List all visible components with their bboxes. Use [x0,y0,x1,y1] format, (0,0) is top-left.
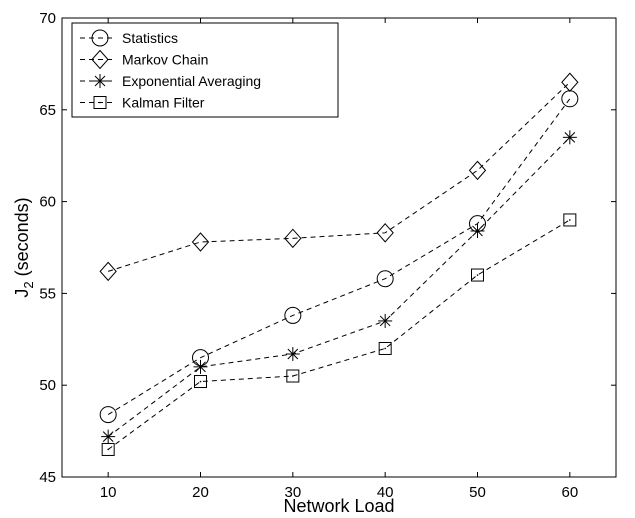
x-tick-label: 20 [192,484,209,501]
series-line [107,98,571,416]
y-tick-label: 50 [39,377,56,394]
legend-marker [93,74,107,88]
plot-area [61,17,617,478]
plot-frame [61,17,617,478]
y-tick-label: 45 [39,469,56,486]
y-tick-label: 55 [39,285,56,302]
data-point [563,213,577,227]
data-point [285,346,300,361]
legend-item: Kalman Filter [80,95,205,111]
x-tick-label: 50 [469,484,486,501]
x-axis: 10 20 30 40 50 60 [100,18,578,501]
legend-box [71,22,339,118]
data-point [101,429,116,444]
y-axis-label-main: J [12,289,32,298]
series-square [101,213,577,456]
y-tick-label: 60 [39,194,56,211]
data-point [471,268,484,282]
legend-marker [93,96,107,109]
data-point [99,406,117,424]
data-point [284,228,302,249]
y-axis-label-subscript: 2 [21,281,36,288]
series-line [108,81,571,272]
y-axis-label: J2 (seconds) [12,197,36,297]
y-axis: 45 50 55 60 65 70 [39,10,616,486]
data-point [284,306,302,324]
legend: Statistics Markov Chain Exponential Averag… [71,22,339,118]
x-tick-label: 60 [561,484,578,501]
series-star [101,130,577,444]
series-circle [99,90,579,424]
x-tick-label: 40 [377,484,394,501]
data-point [561,72,579,93]
legend-label: Markov Chain [122,52,208,68]
y-tick-label: 70 [39,10,56,27]
series-line [107,136,571,438]
legend-label: Kalman Filter [122,95,205,111]
legend-label: Exponential Averaging [122,73,261,89]
data-point [194,375,207,389]
legend-marker [91,29,109,47]
x-tick-label: 30 [284,484,301,501]
data-point [99,261,117,282]
legend-item: Statistics [80,29,178,47]
x-tick-label: 10 [100,484,117,501]
data-point [468,160,487,181]
legend-label: Statistics [122,30,178,46]
legend-item: Markov Chain [80,49,208,70]
y-tick-label: 65 [39,102,56,119]
series-line [107,219,571,450]
data-point [101,442,115,456]
data-point [561,90,579,108]
data-point [376,270,394,288]
legend-item: Exponential Averaging [80,73,261,89]
data-point [193,359,208,374]
data-point [562,130,577,145]
data-point [376,223,394,243]
data-point [286,369,300,383]
data-point [378,313,393,328]
series-layer [99,72,579,456]
series-diamond [99,72,579,282]
legend-marker [91,49,109,70]
data-point [378,341,392,355]
data-point [470,223,485,238]
data-point [191,232,210,252]
x-axis-label: Network Load [283,496,394,516]
y-axis-label-unit: (seconds) [12,197,32,281]
